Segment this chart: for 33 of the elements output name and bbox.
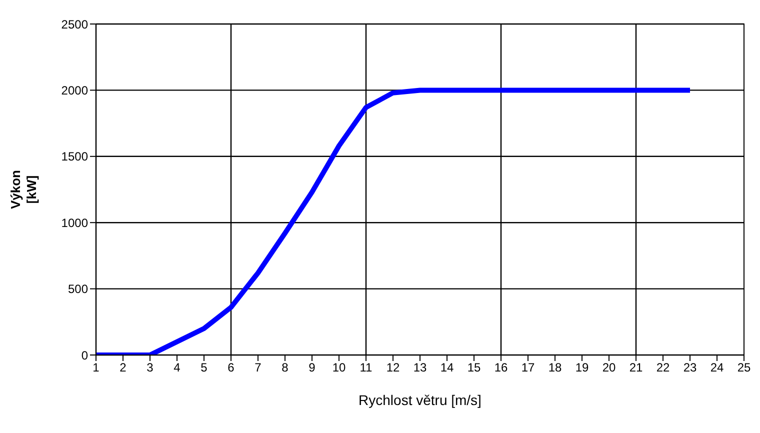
y-tick-label: 1000 bbox=[61, 216, 88, 230]
x-tick-label: 2 bbox=[120, 360, 127, 375]
x-tick-label: 8 bbox=[282, 360, 289, 375]
x-tick-label: 14 bbox=[440, 360, 454, 375]
x-tick-label: 15 bbox=[467, 360, 481, 375]
x-tick-label: 3 bbox=[146, 360, 154, 375]
x-axis-title: Rychlost větru [m/s] bbox=[358, 392, 482, 408]
x-tick-label: 5 bbox=[200, 360, 208, 375]
x-tick-label: 10 bbox=[332, 360, 346, 375]
x-tick-label: 9 bbox=[308, 360, 316, 375]
x-tick-label: 6 bbox=[228, 360, 235, 375]
y-tick-label: 500 bbox=[68, 282, 88, 296]
y-tick-label: 1500 bbox=[61, 150, 88, 164]
x-tick-label: 19 bbox=[575, 360, 589, 375]
x-tick-label: 18 bbox=[548, 360, 562, 375]
x-tick-label: 17 bbox=[521, 360, 535, 375]
x-tick-label: 24 bbox=[710, 360, 724, 375]
x-tick-label: 25 bbox=[737, 360, 751, 375]
x-tick-label: 16 bbox=[494, 360, 508, 375]
y-tick-label: 2000 bbox=[61, 83, 88, 98]
x-tick-label: 13 bbox=[413, 360, 427, 375]
x-tick-label: 7 bbox=[254, 360, 262, 375]
x-tick-label: 1 bbox=[92, 360, 100, 375]
x-tick-label: 11 bbox=[360, 360, 373, 375]
y-tick-label: 0 bbox=[81, 348, 88, 362]
y-tick-label: 2500 bbox=[61, 17, 88, 32]
x-tick-label: 12 bbox=[386, 360, 400, 375]
y-axis-title: Výkon [kW] bbox=[8, 170, 39, 210]
x-tick-label: 4 bbox=[174, 360, 181, 375]
x-tick-label: 20 bbox=[602, 360, 616, 375]
x-tick-label: 23 bbox=[683, 360, 697, 375]
x-tick-label: 22 bbox=[656, 360, 670, 375]
x-tick-label: 21 bbox=[629, 360, 643, 375]
